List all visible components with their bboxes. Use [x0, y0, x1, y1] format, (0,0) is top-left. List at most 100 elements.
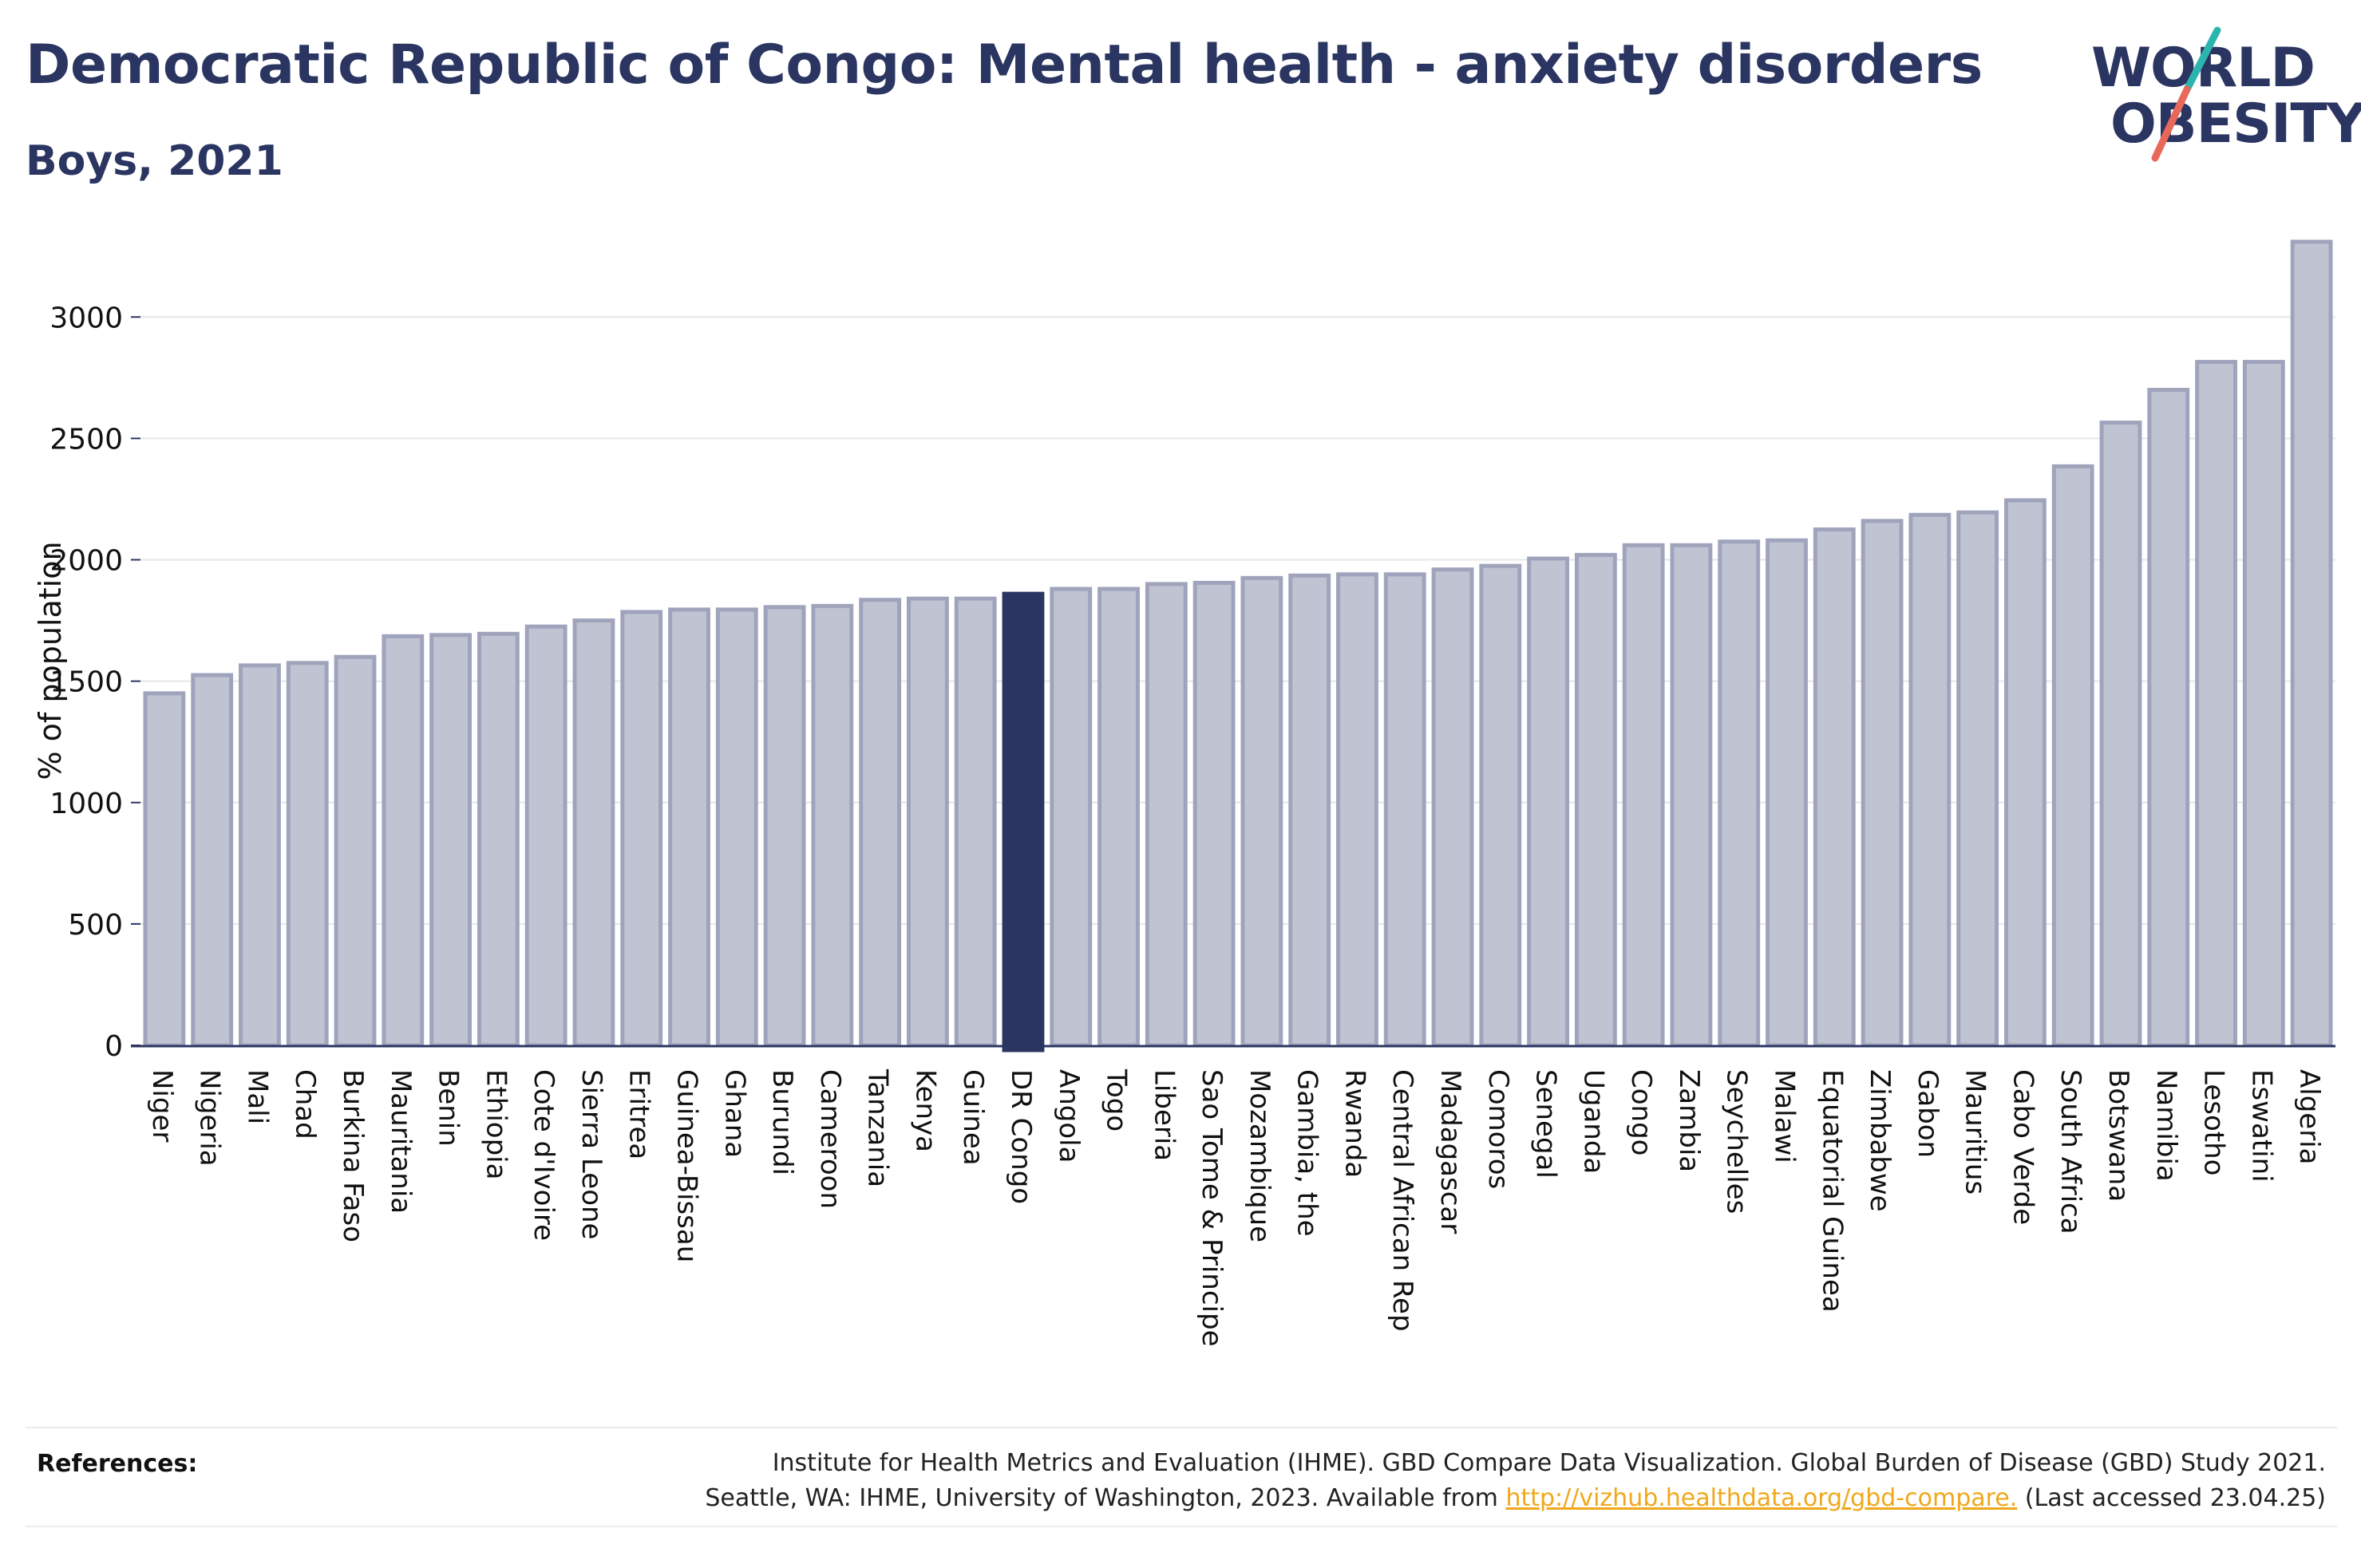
x-tick-label: Benin	[433, 1069, 465, 1147]
bar-ethiopia	[477, 631, 520, 1048]
logo-line-2: OBESITY	[2110, 93, 2361, 156]
y-tick-label: 1500	[49, 666, 123, 699]
x-tick-label: Equatorial Guinea	[1816, 1069, 1848, 1313]
bar-niger	[143, 691, 186, 1048]
x-tick-label: Eswatini	[2245, 1069, 2277, 1183]
bar-chart: 0 500 1000 1500 2000 2500 3000 Niger Nigeria Mal…	[33, 239, 2335, 1347]
bar-sierra-leone	[572, 618, 615, 1048]
references-link[interactable]: http://vizhub.healthdata.org/gbd-compare…	[1505, 1484, 2018, 1512]
bar-mozambique	[1240, 575, 1283, 1048]
x-tick-label: Botswana	[2102, 1069, 2134, 1202]
x-tick-label: Guinea-Bissau	[671, 1069, 703, 1262]
bar-mali	[239, 663, 281, 1048]
x-tick-label: Burundi	[766, 1069, 798, 1175]
x-tick-label: Gambia, the	[1291, 1069, 1323, 1237]
bar-central-african-rep	[1383, 572, 1426, 1048]
bar-kenya	[907, 596, 949, 1048]
x-tick-label: Niger	[146, 1069, 178, 1142]
bar-botswana	[2099, 421, 2142, 1048]
bar-uganda	[1574, 552, 1617, 1048]
bar-guinea-bissau	[668, 607, 710, 1048]
bar-mauritius	[1956, 510, 1999, 1048]
x-tick-label: Malawi	[1769, 1069, 1801, 1163]
bar-liberia	[1145, 582, 1188, 1048]
bar-lesotho	[2195, 360, 2237, 1048]
x-tick-label: Madagascar	[1434, 1069, 1466, 1234]
bar-nigeria	[191, 673, 234, 1048]
x-tick-label: Mali	[241, 1069, 273, 1124]
y-tick-label: 500	[68, 909, 123, 942]
x-tick-label: Namibia	[2150, 1069, 2182, 1182]
bar-cameroon	[811, 603, 854, 1048]
bar-ghana	[715, 607, 758, 1048]
bar-dr-congo	[1002, 591, 1045, 1053]
bar-equatorial-guinea	[1813, 527, 1856, 1048]
x-tick-label: Chad	[289, 1069, 321, 1139]
bar-eritrea	[620, 610, 663, 1048]
bar-tanzania	[859, 598, 902, 1048]
x-tick-label: Mauritius	[1960, 1069, 1991, 1195]
x-tick-label: Mauritania	[385, 1069, 417, 1214]
bar-south-africa	[2051, 464, 2094, 1048]
x-tick-label: Liberia	[1148, 1069, 1180, 1161]
bar-cote-d-ivoire	[524, 624, 568, 1048]
x-tick-label: Senegal	[1530, 1069, 1562, 1179]
logo-slash-icon	[2151, 26, 2221, 162]
y-tick-label: 3000	[49, 302, 123, 334]
bar-cabo-verde	[2004, 498, 2047, 1048]
references-line-2-suffix: (Last accessed 23.04.25)	[2017, 1484, 2326, 1512]
bar-guinea	[954, 596, 997, 1048]
x-tick-label: DR Congo	[1005, 1069, 1037, 1204]
bars	[143, 239, 2333, 1053]
bar-burundi	[763, 605, 806, 1048]
bar-gambia-the	[1288, 573, 1331, 1048]
x-tick-label: Algeria	[2293, 1069, 2325, 1164]
bar-benin	[429, 633, 472, 1048]
x-tick-label: Comoros	[1482, 1069, 1514, 1189]
x-tick-label: Eritrea	[623, 1069, 655, 1159]
y-tick-label: 1000	[49, 788, 123, 820]
bar-angola	[1050, 587, 1093, 1048]
bar-rwanda	[1336, 572, 1378, 1048]
chart-title: Democratic Republic of Congo: Mental hea…	[26, 34, 1983, 97]
bar-comoros	[1479, 563, 1522, 1048]
bar-madagascar	[1431, 567, 1474, 1048]
x-tick-label: Burkina Faso	[337, 1069, 369, 1242]
bar-burkina-faso	[334, 654, 377, 1048]
x-tick-label: Cabo Verde	[2007, 1069, 2039, 1225]
bar-gabon	[1908, 512, 1952, 1048]
x-tick-label: Sao Tome & Principe	[1196, 1069, 1228, 1347]
x-tick-label: Lesotho	[2198, 1069, 2230, 1175]
x-tick-label: Ethiopia	[480, 1069, 512, 1179]
y-tick-label: 2000	[49, 545, 123, 578]
bar-congo	[1622, 543, 1665, 1048]
x-tick-label: Ghana	[718, 1069, 750, 1158]
bar-zimbabwe	[1861, 519, 1904, 1048]
x-tick-label: Kenya	[909, 1069, 941, 1152]
x-tick-label: Nigeria	[194, 1069, 226, 1167]
world-obesity-logo: WORLD OBESITY	[2075, 24, 2361, 176]
y-tick-label: 0	[105, 1030, 123, 1063]
x-tick-label: Mozambique	[1244, 1069, 1275, 1242]
references-text: Institute for Health Metrics and Evaluat…	[705, 1446, 2326, 1516]
x-tick-label: Angola	[1053, 1069, 1085, 1163]
x-tick-label: Zambia	[1673, 1069, 1705, 1172]
x-tick-label: Sierra Leone	[575, 1069, 607, 1239]
x-tick-label: Guinea	[957, 1069, 989, 1166]
references-line-1: Institute for Health Metrics and Evaluat…	[772, 1449, 2326, 1477]
x-tick-label: Tanzania	[862, 1068, 894, 1187]
references-label: References:	[37, 1450, 198, 1478]
bar-senegal	[1527, 556, 1570, 1048]
x-tick-label: Cameroon	[814, 1069, 846, 1209]
x-tick-label: Uganda	[1577, 1069, 1609, 1174]
bar-mauritania	[382, 634, 425, 1048]
references-divider-bottom	[26, 1526, 2337, 1527]
references-line-2: Seattle, WA: IHME, University of Washing…	[705, 1481, 2326, 1516]
y-axis-label: % of population	[33, 541, 68, 780]
x-tick-label: Congo	[1625, 1069, 1657, 1155]
bar-eswatini	[2242, 360, 2285, 1048]
x-tick-label: Togo	[1101, 1068, 1133, 1132]
x-tick-label: Central African Rep	[1386, 1069, 1418, 1332]
bar-seychelles	[1718, 539, 1761, 1048]
x-tick-label: Rwanda	[1339, 1069, 1370, 1178]
